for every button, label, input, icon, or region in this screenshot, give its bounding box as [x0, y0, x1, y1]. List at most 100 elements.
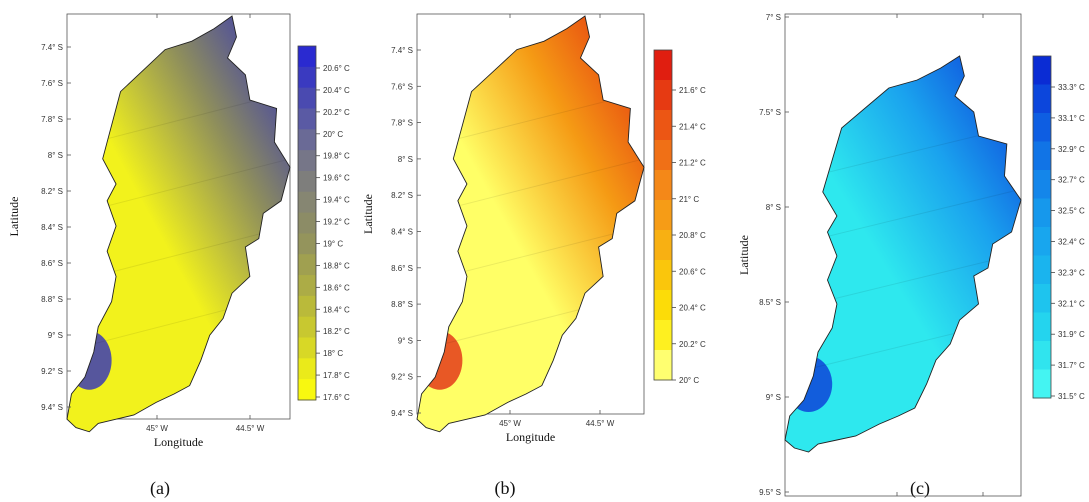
- legend-label: 19.4° C: [323, 196, 350, 205]
- anomaly-spot: [67, 331, 112, 390]
- legend-swatch: [298, 295, 316, 318]
- x-axis-label: Longitude: [506, 430, 555, 444]
- lat-tick-label: 8.8° S: [41, 295, 63, 304]
- lat-tick-label: 8.6° S: [41, 259, 63, 268]
- legend-label: 20.6° C: [323, 64, 350, 73]
- legend-border: [297, 45, 317, 401]
- legend-label: 32.7° C: [1058, 176, 1085, 185]
- lat-tick-label: 8° S: [766, 203, 781, 212]
- legend-swatch: [1033, 341, 1051, 370]
- legend-swatch: [654, 80, 672, 111]
- legend-label: 19.8° C: [323, 152, 350, 161]
- legend-swatch: [654, 290, 672, 321]
- map-frame: [784, 13, 1022, 497]
- lat-tick-label: 7.6° S: [391, 82, 413, 91]
- legend-label: 18.4° C: [323, 305, 350, 314]
- legend-label: 31.7° C: [1058, 361, 1085, 370]
- lat-tick-label: 9° S: [48, 331, 63, 340]
- lat-tick-label: 8.2° S: [391, 191, 413, 200]
- legend-swatch: [298, 233, 316, 255]
- legend-label: 19.6° C: [323, 174, 350, 183]
- legend-swatch: [654, 260, 672, 291]
- legend-border: [1032, 55, 1052, 399]
- lat-tick-label: 7.8° S: [391, 119, 413, 128]
- map-panel-b: 7.4° S 7.6° S 7.8° S 8° S 8.2° S 8.4° S 8.6° S…: [350, 0, 706, 502]
- lat-tick-label: 7° S: [766, 13, 781, 22]
- lat-tick-label: 8.6° S: [391, 264, 413, 273]
- lat-tick-label: 8.4° S: [41, 223, 63, 232]
- legend-label: 18° C: [323, 349, 343, 358]
- lat-tick-label: 8.2° S: [41, 187, 63, 196]
- legend-label: 18.6° C: [323, 283, 350, 292]
- lat-tick-label: 9.4° S: [41, 403, 63, 412]
- lat-tick-label: 7.6° S: [41, 79, 63, 88]
- legend-swatch: [1033, 56, 1051, 85]
- caption-b: (b): [494, 478, 516, 498]
- lat-tick-label: 8.4° S: [391, 228, 413, 237]
- legend-swatch: [1033, 312, 1051, 342]
- legend-swatch: [298, 337, 316, 359]
- legend-swatch: [298, 87, 316, 109]
- legend-swatch: [654, 50, 672, 81]
- legend-label: 20° C: [679, 376, 699, 385]
- legend-label: 20.2° C: [323, 108, 350, 117]
- map-panel-c: 7° S7.5° S8° S8.5° S9° S9.5° S45° W44.5°…: [735, 0, 1089, 502]
- legend-label: 31.9° C: [1058, 330, 1085, 339]
- legend-swatch: [1033, 198, 1051, 228]
- legend-swatch: [298, 212, 316, 234]
- y-axis-label: Latitude: [361, 194, 375, 234]
- legend-label: 33.3° C: [1058, 83, 1085, 92]
- lon-tick-label: 45° W: [146, 424, 168, 433]
- legend-label: 20.4° C: [679, 304, 706, 313]
- lat-tick-label: 9.4° S: [391, 409, 413, 418]
- legend-label: 32.3° C: [1058, 268, 1085, 277]
- legend-swatch: [298, 108, 316, 130]
- anomaly-spot: [785, 356, 833, 412]
- lat-tick-label: 9.2° S: [41, 367, 63, 376]
- lon-tick-label: 44.5° W: [586, 419, 615, 428]
- caption-a: (a): [150, 478, 170, 498]
- legend-label: 21.6° C: [679, 86, 706, 95]
- lat-tick-label: 8° S: [398, 155, 413, 164]
- legend-label: 32.1° C: [1058, 299, 1085, 308]
- caption-c: (c): [910, 478, 930, 498]
- legend-label: 19.2° C: [323, 218, 350, 227]
- y-axis-label: Latitude: [7, 197, 21, 237]
- anomaly-spot: [417, 331, 463, 390]
- legend-label: 21° C: [679, 195, 699, 204]
- legend-label: 33.1° C: [1058, 114, 1085, 123]
- map-frame: [66, 13, 291, 420]
- legend-swatch: [1033, 284, 1051, 313]
- lat-tick-label: 8.5° S: [759, 298, 781, 307]
- legend-swatch: [298, 46, 316, 68]
- legend-label: 18.8° C: [323, 261, 350, 270]
- lon-tick-label: 44.5° W: [236, 424, 265, 433]
- legend-label: 20.4° C: [323, 86, 350, 95]
- legend-swatch: [1033, 84, 1051, 114]
- lon-tick-label: 45° W: [499, 419, 521, 428]
- map-c-svg: 7° S7.5° S8° S8.5° S9° S9.5° S45° W44.5°…: [737, 13, 1085, 502]
- legend-label: 20.8° C: [679, 231, 706, 240]
- legend-label: 32.9° C: [1058, 145, 1085, 154]
- legend-swatch: [1033, 113, 1051, 142]
- lat-tick-label: 8.8° S: [391, 300, 413, 309]
- basin-outline: [416, 15, 645, 433]
- legend-label: 17.6° C: [323, 393, 350, 402]
- legend-swatch: [1033, 170, 1051, 199]
- legend-label: 17.8° C: [323, 371, 350, 380]
- legend-swatch: [654, 350, 672, 381]
- map-panel-a: 7.4° S 7.6° S 7.8° S 8° S 8.2° S 8.4° S 8.6° S…: [0, 0, 350, 502]
- legend-label: 20° C: [323, 130, 343, 139]
- legend-label: 32.5° C: [1058, 207, 1085, 216]
- map-frame: [416, 13, 645, 415]
- basin-outline: [66, 15, 291, 433]
- legend-label: 32.4° C: [1058, 238, 1085, 247]
- legend-swatch: [298, 66, 316, 89]
- legend-swatch: [298, 129, 316, 151]
- lat-tick-label: 7.4° S: [41, 43, 63, 52]
- legend-swatch: [298, 254, 316, 276]
- legend-label: 20.2° C: [679, 340, 706, 349]
- legend-swatch: [298, 379, 316, 401]
- legend-swatch: [654, 230, 672, 261]
- y-axis-label: Latitude: [737, 235, 751, 275]
